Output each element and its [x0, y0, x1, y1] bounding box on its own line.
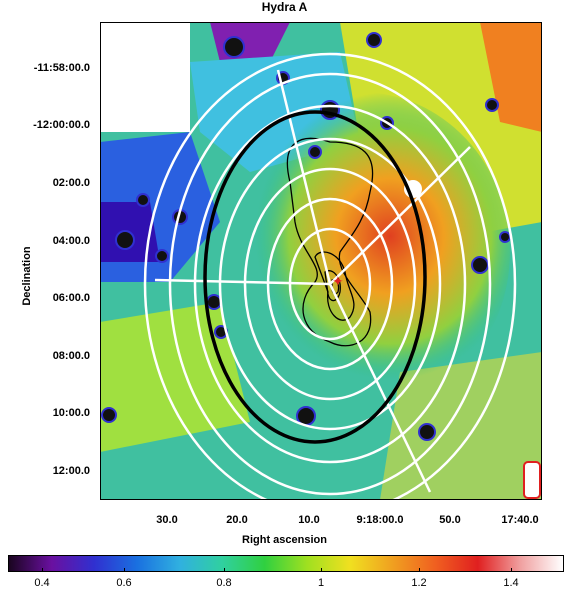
- corner-patch: [523, 461, 541, 499]
- patch-orange: [480, 22, 542, 132]
- xtick-label: 10.0: [298, 514, 320, 526]
- colorbar-tick-label: 1.2: [411, 577, 427, 589]
- colorbar-tick-label: 0.6: [116, 577, 132, 589]
- x-axis-label: Right ascension: [242, 534, 327, 546]
- y-axis-label: Declination: [21, 246, 33, 306]
- ytick-label: 08:00.0: [52, 350, 90, 362]
- patch-white: [100, 22, 190, 132]
- black-ellipse: [203, 110, 427, 444]
- ytick-label: -12:00:00.0: [33, 119, 90, 131]
- colorbar-tick-label: 1: [317, 577, 325, 589]
- xtick-label: 9:18:00.0: [356, 514, 404, 526]
- colorbar-tick-mark: [124, 568, 125, 572]
- xtick-label: 50.0: [439, 514, 461, 526]
- colorbar: [8, 555, 564, 572]
- colorbar-tick-mark: [321, 568, 322, 572]
- colorbar-tick-label: 0.8: [216, 577, 232, 589]
- ytick-label: 06:00.0: [52, 292, 90, 304]
- ytick-label: 04:00.0: [52, 235, 90, 247]
- annuli: [143, 52, 517, 500]
- colorbar-tick-mark: [42, 568, 43, 572]
- ytick-label: 12:00.0: [52, 465, 90, 477]
- colorbar-tick-label: 1.4: [503, 577, 519, 589]
- ytick-label: 02:00.0: [52, 177, 90, 189]
- xtick-label: 30.0: [156, 514, 178, 526]
- ytick-label: -11:58:00.0: [33, 62, 90, 74]
- map-frame: [100, 22, 542, 500]
- figure-title: Hydra A: [261, 0, 308, 14]
- colorbar-tick-mark: [224, 568, 225, 572]
- ytick-label: 10:00.0: [52, 407, 90, 419]
- colorbar-tick-mark: [419, 568, 420, 572]
- xtick-label: 20.0: [226, 514, 248, 526]
- colorbar-tick-mark: [511, 568, 512, 572]
- center-marker: ✦: [332, 273, 344, 289]
- temperature-map: ✦: [100, 22, 542, 500]
- colorbar-tick-label: 0.4: [34, 577, 50, 589]
- xtick-label: 17:40.0: [501, 514, 539, 526]
